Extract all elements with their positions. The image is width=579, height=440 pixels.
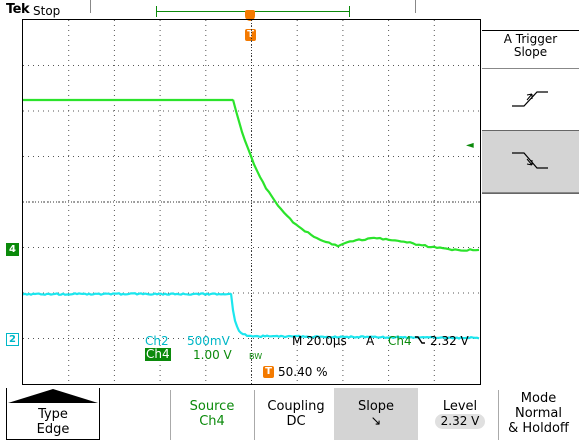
trigger-level-readout: 2.32 V [430,334,469,348]
trigger-mode-readout: A [366,334,374,348]
ch4-scale: 1.00 V [193,348,232,362]
divider [415,0,416,13]
waveform-display[interactable] [22,19,481,385]
trigger-type-button[interactable]: Type Edge [6,388,100,440]
trigger-position-readout: 50.40 % [278,365,328,379]
ch4-label: Ch4 [145,348,171,361]
ch2-ground-marker[interactable]: 2 [6,333,19,346]
trigger-level-label: Level [418,399,502,414]
trigger-mode-label: Mode [498,391,579,406]
trigger-type-value: Edge [7,422,99,437]
acquisition-status: Stop [33,4,60,18]
brand-logo: Tek [6,2,29,17]
slope-falling-option[interactable] [482,130,579,194]
ch4-ground-marker[interactable]: 4 [6,243,19,256]
trigger-mode-button[interactable]: Mode Normal & Holdoff [498,388,579,440]
trigger-holdoff-value: & Holdoff [498,421,579,436]
trigger-level-button[interactable]: Level 2.32 V [418,388,502,440]
falling-edge-icon [482,131,579,193]
trigger-slope-value: ↘ [334,414,418,429]
trigger-source-readout: Ch4 [388,334,412,348]
trigger-slope-label: Slope [334,399,418,414]
trigger-source-button[interactable]: Source Ch4 [170,388,254,440]
trigger-position-icon: T [263,366,274,378]
trigger-source-value: Ch4 [170,414,254,429]
side-menu-title-line2: Slope [482,46,579,59]
ch2-label: Ch2 [145,334,169,348]
trigger-coupling-value: DC [254,414,338,429]
divider [90,0,91,13]
falling-edge-icon [414,334,426,349]
trigger-coupling-button[interactable]: Coupling DC [254,388,338,440]
bandwidth-limit-icon: BW [249,352,262,361]
trigger-level-arrow-icon: ◄ [466,140,474,151]
trigger-type-label: Type [7,407,99,422]
timebase-readout: M 20.0µs [292,334,347,348]
trigger-source-label: Source [170,399,254,414]
trigger-slope-button[interactable]: Slope ↘ [334,388,418,440]
trigger-mode-value: Normal [498,406,579,421]
ch2-scale: 500mV [187,334,230,348]
slope-rising-option[interactable] [482,68,579,131]
rising-edge-icon [482,69,579,130]
divider [482,192,579,193]
graticule-center-axes [23,20,480,384]
trigger-level-value: 2.32 V [435,414,486,429]
trigger-coupling-label: Coupling [254,399,338,414]
side-menu-title: A Trigger Slope [482,30,579,68]
